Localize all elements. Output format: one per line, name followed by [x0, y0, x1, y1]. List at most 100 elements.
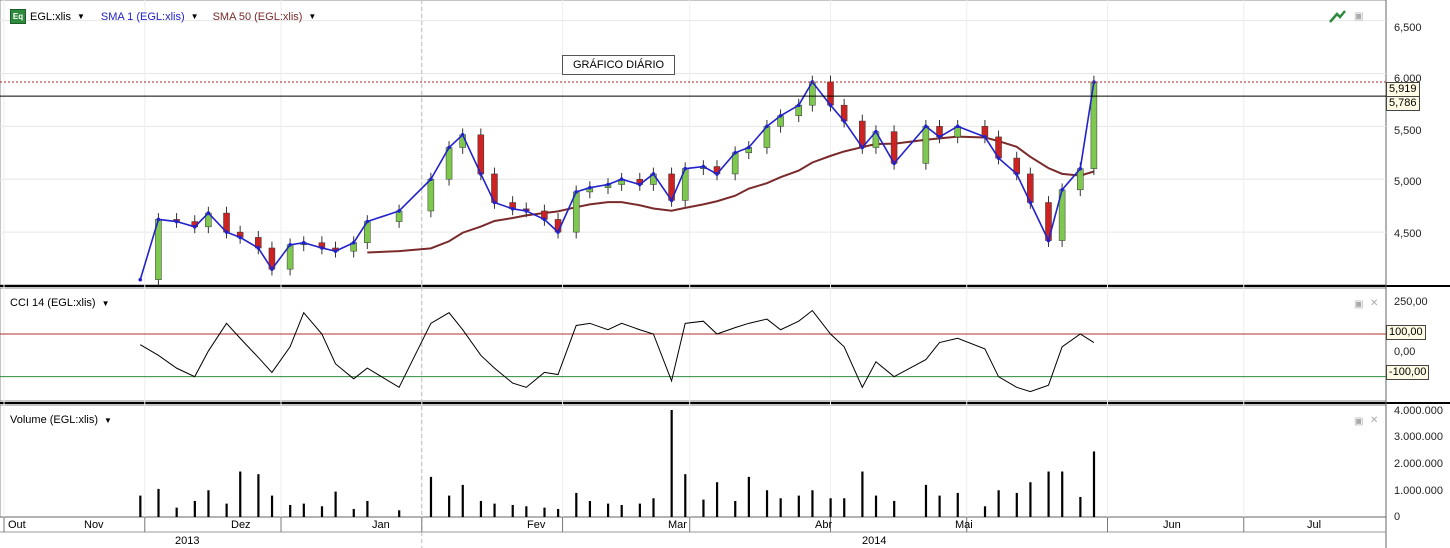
- sma1-point: [683, 166, 687, 171]
- volume-bar: [320, 506, 324, 517]
- volume-restore-icon[interactable]: ▣: [1354, 416, 1364, 427]
- cci-y-tick: 0,00: [1394, 346, 1416, 358]
- volume-bar: [207, 490, 210, 517]
- volume-bar: [797, 495, 800, 517]
- x-month-label: Mar: [668, 519, 687, 531]
- sma1-point: [637, 182, 642, 187]
- sma1-point: [574, 190, 578, 194]
- sma1-point: [447, 145, 451, 150]
- x-month-label: Mai: [955, 519, 973, 531]
- sma1-point: [542, 217, 547, 222]
- volume-bar: [366, 500, 369, 517]
- ticker-dropdown-icon[interactable]: ▼: [76, 12, 85, 21]
- sma1-point: [924, 124, 928, 129]
- sma1-point: [828, 103, 833, 107]
- ticker-label[interactable]: EGL:xlis: [30, 10, 71, 23]
- volume-bar: [257, 474, 260, 517]
- volume-y-tick: 0: [1394, 511, 1401, 523]
- sma1-dropdown-icon[interactable]: ▼: [190, 12, 199, 21]
- volume-bar: [861, 471, 864, 517]
- x-month-label: Fev: [527, 519, 546, 531]
- volume-bar: [511, 504, 514, 517]
- sma1-point: [1028, 200, 1033, 205]
- cci-lower-tag: -100,00: [1386, 365, 1430, 380]
- volume-label[interactable]: Volume (EGL:xlis): [10, 414, 99, 426]
- volume-bar: [493, 503, 496, 517]
- sma1-point: [1014, 172, 1019, 176]
- volume-bar: [924, 484, 928, 517]
- equity-icon: Eq: [10, 9, 26, 24]
- cci-close-icon[interactable]: ✕: [1370, 298, 1379, 309]
- sma1-line-group: [138, 80, 1096, 282]
- volume-bar: [652, 498, 655, 517]
- cci-dropdown-icon[interactable]: ▼: [101, 298, 110, 308]
- x-month-label: Jul: [1307, 519, 1322, 531]
- volume-bar: [829, 498, 832, 517]
- sma1-point: [288, 243, 292, 247]
- volume-bar: [557, 508, 560, 517]
- volume-bar: [620, 504, 623, 517]
- sma50-dropdown-icon[interactable]: ▼: [308, 12, 317, 21]
- volume-bar: [734, 500, 737, 517]
- sma1-point: [256, 246, 261, 250]
- cci-restore-icon[interactable]: ▣: [1354, 299, 1364, 310]
- cci-label[interactable]: CCI 14 (EGL:xlis): [10, 297, 96, 309]
- sma1-point: [796, 103, 801, 107]
- sma1-point: [397, 209, 401, 213]
- volume-bar: [398, 510, 401, 517]
- sma1-point: [619, 177, 624, 182]
- sma1-point: [333, 249, 338, 253]
- x-month-label: Dez: [231, 519, 251, 531]
- sma1-point: [1060, 188, 1064, 192]
- panel-restore-icon[interactable]: ▣: [1354, 11, 1364, 22]
- sma1-point: [429, 177, 433, 182]
- volume-bar: [525, 506, 528, 517]
- sma1-point: [669, 198, 674, 203]
- volume-bar: [843, 498, 846, 517]
- cci-panel-frame: [0, 287, 1387, 402]
- volume-bar: [270, 495, 274, 517]
- sma1-point: [746, 145, 751, 150]
- candle-body: [427, 178, 435, 212]
- volume-bar: [747, 476, 750, 517]
- sma1-point: [510, 207, 515, 211]
- volume-bar: [139, 495, 142, 517]
- x-year-label: 2013: [175, 535, 200, 547]
- cci-line: [139, 309, 1095, 393]
- sma1-point: [778, 113, 783, 118]
- x-month-label: Jan: [372, 519, 390, 531]
- volume-bar: [302, 503, 305, 517]
- cci-group: [0, 309, 1386, 393]
- price-y-tick: 4,500: [1394, 228, 1422, 240]
- sma1-point: [556, 230, 560, 234]
- volume-bar: [765, 490, 769, 517]
- volume-bar: [956, 492, 959, 517]
- sma1-point: [715, 172, 719, 176]
- price-y-tick: 5,500: [1394, 125, 1422, 137]
- volume-bar: [575, 492, 578, 517]
- volume-bar: [1079, 496, 1082, 517]
- volume-bar: [811, 490, 814, 517]
- hline-price-tag: 5,786: [1386, 96, 1420, 111]
- sma1-point: [937, 135, 942, 139]
- sma1-point: [320, 246, 324, 250]
- volume-bar: [588, 500, 592, 517]
- sma50-label[interactable]: SMA 50 (EGL:xlis): [212, 10, 303, 23]
- sma1-point: [192, 225, 197, 229]
- last-price-tag: 5,919: [1386, 82, 1420, 97]
- sma1-point: [206, 211, 211, 215]
- volume-dropdown-icon[interactable]: ▼: [104, 415, 112, 425]
- trend-arrow-icon[interactable]: [1329, 10, 1346, 23]
- volume-bar: [670, 410, 673, 517]
- volume-bar: [448, 495, 451, 517]
- sma1-point: [842, 119, 846, 123]
- volume-bar: [225, 503, 228, 517]
- sma1-point: [270, 267, 274, 271]
- cci-legend: CCI 14 (EGL:xlis) ▼: [10, 297, 110, 309]
- sma1-label[interactable]: SMA 1 (EGL:xlis): [100, 10, 185, 23]
- sma1-point: [224, 230, 229, 234]
- sma1-point: [460, 133, 465, 137]
- volume-bar: [638, 503, 641, 517]
- volume-y-tick: 4.000.000: [1394, 405, 1443, 417]
- volume-close-icon[interactable]: ✕: [1370, 415, 1379, 426]
